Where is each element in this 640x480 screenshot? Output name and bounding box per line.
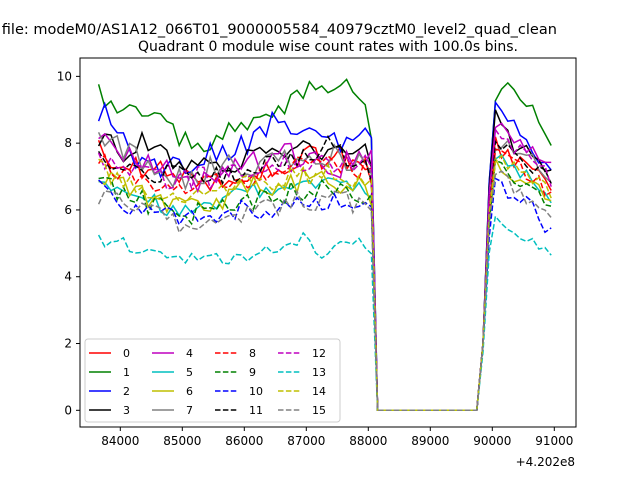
legend-entry-5: 5 (152, 366, 193, 379)
legend-label: 3 (123, 404, 130, 417)
legend-label: 7 (186, 404, 193, 417)
legend-entry-2: 2 (89, 385, 130, 398)
legend-label: 6 (186, 385, 193, 398)
series-line-8 (97, 148, 552, 412)
x-tick-label: 90000 (473, 434, 511, 448)
legend-label: 0 (123, 347, 130, 360)
x-axis: 84000 85000 86000 87000 88000 89000 90000 91000 (101, 427, 573, 448)
legend-label: 10 (249, 385, 263, 398)
legend-label: 5 (186, 366, 193, 379)
legend-label: 1 (123, 366, 130, 379)
legend-entry-9: 9 (215, 366, 256, 379)
series-lines (97, 78, 552, 412)
x-tick-label: 85000 (163, 434, 201, 448)
x-tick-label: 86000 (225, 434, 263, 448)
legend-entry-14: 14 (278, 385, 326, 398)
legend-label: 9 (249, 366, 256, 379)
y-tick-label: 6 (64, 203, 72, 217)
y-tick-label: 8 (64, 136, 72, 150)
y-axis: 0 2 4 6 8 10 (57, 69, 80, 417)
legend-label: 2 (123, 385, 130, 398)
x-axis-offset-label: +4.202e8 (516, 455, 575, 469)
legend-box (84, 338, 341, 423)
legend-entry-0: 0 (89, 347, 130, 360)
legend-label: 4 (186, 347, 193, 360)
figure-suptitle: n file: modeM0/AS1A12_066T01_9000005584_… (0, 22, 557, 38)
x-tick-label: 89000 (411, 434, 449, 448)
x-tick-label: 88000 (349, 434, 387, 448)
legend-entry-11: 11 (215, 404, 263, 417)
legend-label: 14 (312, 385, 326, 398)
legend-label: 13 (312, 366, 326, 379)
legend-entry-15: 15 (278, 404, 326, 417)
series-line-15 (97, 170, 552, 412)
y-tick-label: 2 (64, 337, 72, 351)
legend-entry-4: 4 (152, 347, 193, 360)
y-tick-label: 4 (64, 270, 72, 284)
legend-entry-6: 6 (152, 385, 193, 398)
x-tick-label: 91000 (535, 434, 573, 448)
legend-entry-10: 10 (215, 385, 263, 398)
legend-label: 12 (312, 347, 326, 360)
legend-entry-8: 8 (215, 347, 256, 360)
y-tick-label: 0 (64, 403, 72, 417)
legend-entry-3: 3 (89, 404, 130, 417)
legend-label: 11 (249, 404, 263, 417)
legend-label: 15 (312, 404, 326, 417)
legend-entry-13: 13 (278, 366, 326, 379)
series-line-13 (97, 214, 552, 412)
legend-entry-12: 12 (278, 347, 326, 360)
legend-entry-7: 7 (152, 404, 193, 417)
legend-label: 8 (249, 347, 256, 360)
x-tick-label: 87000 (287, 434, 325, 448)
chart-title: Quadrant 0 module wise count rates with … (138, 39, 518, 55)
legend-entry-1: 1 (89, 366, 130, 379)
y-tick-label: 10 (57, 69, 72, 83)
axes-border (79, 57, 577, 428)
x-tick-label: 84000 (101, 434, 139, 448)
